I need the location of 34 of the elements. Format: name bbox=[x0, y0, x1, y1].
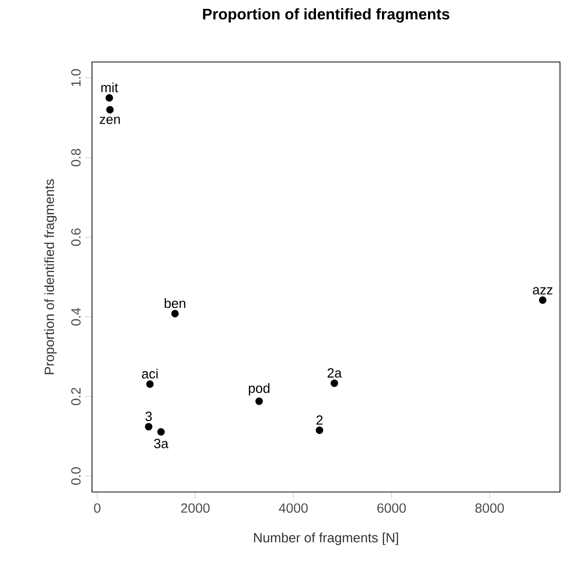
y-tick-label: 0.2 bbox=[71, 388, 81, 406]
y-tick-label: 1.0 bbox=[71, 69, 81, 86]
point bbox=[316, 426, 324, 434]
y-tick-label: 0.6 bbox=[71, 228, 81, 246]
x-tick-label: 4000 bbox=[278, 503, 308, 513]
point bbox=[330, 380, 338, 388]
chart-title: Proportion of identified fragments bbox=[203, 8, 450, 23]
point bbox=[157, 428, 165, 436]
point bbox=[146, 380, 154, 388]
point bbox=[144, 422, 152, 430]
annotation: mit bbox=[101, 82, 118, 92]
annotation: zen bbox=[100, 116, 120, 124]
annotation: 3 bbox=[145, 412, 152, 422]
y-tick-label: 0.8 bbox=[71, 148, 81, 166]
annotation: 3a bbox=[154, 438, 168, 448]
x-tick-label: 8000 bbox=[475, 503, 504, 513]
point bbox=[255, 397, 263, 405]
x-tick-label: 2000 bbox=[181, 503, 210, 513]
y-tick-label: 0.4 bbox=[71, 308, 81, 326]
point bbox=[538, 296, 546, 304]
annotation: 2a bbox=[328, 368, 342, 378]
annotation: 2 bbox=[316, 415, 323, 425]
point bbox=[171, 310, 179, 318]
point bbox=[106, 94, 114, 102]
annotation: aci bbox=[142, 368, 158, 378]
x-tick-label: 6000 bbox=[377, 503, 406, 513]
annotation: pod bbox=[248, 383, 270, 396]
x-tick-label: 0 bbox=[94, 503, 100, 513]
point bbox=[106, 106, 114, 114]
x-axis-title: Number of fragments [N] bbox=[254, 532, 398, 546]
y-tick-label: 0.0 bbox=[71, 467, 81, 485]
y-axis-title: Proportion of identified fragments bbox=[44, 179, 57, 374]
annotation: ben bbox=[164, 298, 186, 308]
annotation: azz bbox=[532, 287, 552, 294]
